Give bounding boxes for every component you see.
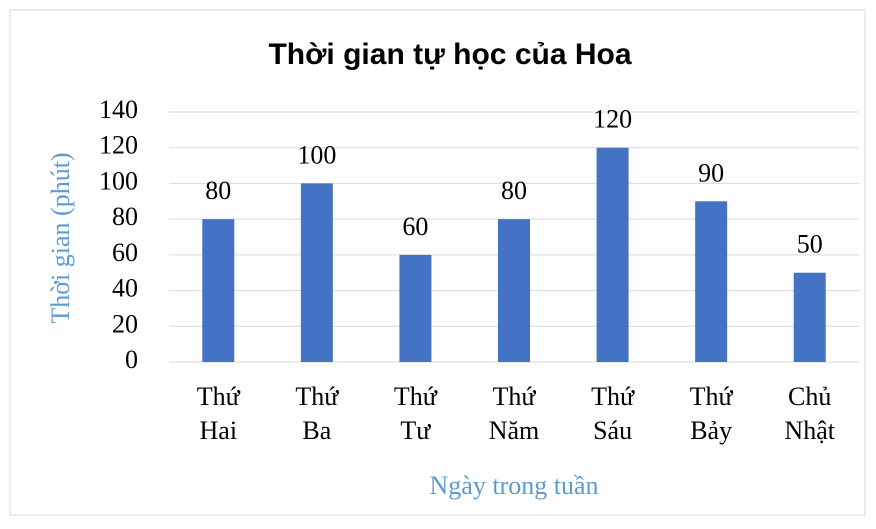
y-tick-label: 40 xyxy=(112,274,138,303)
data-label: 60 xyxy=(402,212,428,241)
bar xyxy=(498,219,530,362)
x-tick-label: Thứ Bảy xyxy=(689,382,733,445)
y-tick-label: 120 xyxy=(99,131,138,160)
y-tick-label: 60 xyxy=(112,238,138,267)
bar xyxy=(793,272,826,362)
x-tick-label-box: Thứ Ba xyxy=(295,382,339,445)
y-axis-title: Thời gian (phút) xyxy=(46,152,75,323)
x-tick-label-box: Thứ Tư xyxy=(393,382,437,445)
bar xyxy=(596,147,629,362)
x-tick-label: Thứ Ba xyxy=(295,382,339,445)
data-label: 80 xyxy=(205,176,231,205)
y-tick-label: 80 xyxy=(112,202,138,231)
bar xyxy=(202,219,235,362)
chart-title: Thời gian tự học của Hoa xyxy=(268,38,631,71)
bar xyxy=(695,201,728,362)
x-tick-label: Thứ Hai xyxy=(196,382,240,445)
x-tick-label: Thứ Tư xyxy=(393,382,437,445)
x-tick-label-box: Thứ Hai xyxy=(196,382,240,445)
x-tick-label-box: Thứ Bảy xyxy=(689,382,733,445)
x-tick-label-box: Chủ Nhật xyxy=(784,382,835,445)
data-label: 100 xyxy=(297,140,336,169)
x-tick-label: Chủ Nhật xyxy=(784,382,835,445)
data-label: 80 xyxy=(501,176,527,205)
bar xyxy=(399,254,432,362)
data-label: 90 xyxy=(698,158,724,187)
x-tick-label: Thứ Năm xyxy=(488,382,540,445)
data-label: 50 xyxy=(797,230,823,259)
x-tick-label-box: Thứ Sáu xyxy=(591,382,635,445)
x-tick-label: Thứ Sáu xyxy=(591,382,635,445)
y-tick-label: 20 xyxy=(112,309,138,338)
x-axis-title: Ngày trong tuần xyxy=(430,471,599,500)
bar xyxy=(300,183,333,362)
data-label: 120 xyxy=(593,105,632,134)
x-tick-label-box: Thứ Năm xyxy=(488,382,540,445)
y-tick-label: 100 xyxy=(99,166,138,195)
y-tick-label: 0 xyxy=(125,345,138,374)
y-tick-label: 140 xyxy=(99,95,138,124)
